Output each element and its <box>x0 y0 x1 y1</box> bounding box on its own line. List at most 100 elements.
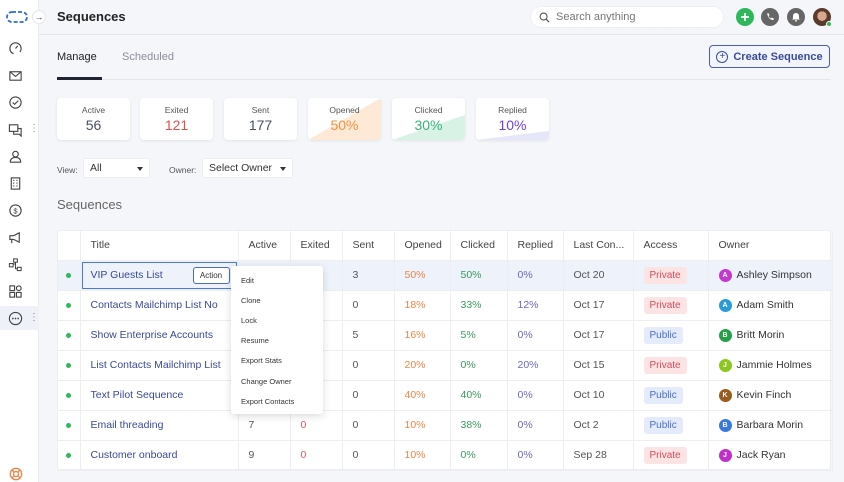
sequence-title-link[interactable]: Email threading <box>90 419 164 431</box>
stat-value: 56 <box>85 117 102 133</box>
last-contacted: Oct 17 <box>563 290 634 321</box>
sidebar-item-contacts[interactable] <box>0 144 39 168</box>
table-row[interactable]: Text Pilot Sequence 0 40% 40% 0% Oct 10 … <box>58 380 833 411</box>
access-badge: Public <box>643 386 683 404</box>
column-header-title[interactable]: Title <box>80 231 239 261</box>
sidebar-item-workflows[interactable] <box>0 252 39 276</box>
svg-text:$: $ <box>13 206 18 215</box>
menu-item-change-owner[interactable]: Change Owner <box>241 376 292 386</box>
sequence-title-link[interactable]: Customer onboard <box>90 449 178 461</box>
access-badge: Private <box>643 446 687 464</box>
sent-count: 3 <box>342 260 395 291</box>
owner-select[interactable]: Select Owner <box>202 158 293 178</box>
create-sequence-label: Create Sequence <box>733 50 823 63</box>
replied-rate: 12% <box>507 290 564 321</box>
action-menu: Edit Clone Lock Resume Export Stats Chan… <box>231 266 323 414</box>
sidebar: ⋮ $ ⋮ <box>0 0 39 482</box>
create-sequence-button[interactable]: + Create Sequence <box>709 45 830 68</box>
sidebar-collapse-button[interactable]: → <box>32 10 46 24</box>
stat-label: Opened <box>329 105 360 115</box>
exited-count: 0 <box>290 440 343 471</box>
sequence-title-link[interactable]: Contacts Mailchimp List No <box>90 299 218 311</box>
menu-item-export-stats[interactable]: Export Stats <box>241 356 282 366</box>
sidebar-item-campaigns[interactable] <box>0 225 39 249</box>
tab-manage[interactable]: Manage <box>57 51 97 63</box>
search-input[interactable] <box>556 11 716 23</box>
megaphone-icon <box>9 231 20 243</box>
column-header-active[interactable]: Active <box>238 231 291 261</box>
stat-card-clicked[interactable]: Clicked 30% <box>392 98 465 140</box>
table-row[interactable]: Contacts Mailchimp List No 0 18% 33% 12%… <box>58 290 833 321</box>
owner-name: Kevin Finch <box>736 389 792 401</box>
table-row[interactable]: List Contacts Mailchimp List 0 20% 0% 20… <box>58 350 833 381</box>
lifebuoy-icon[interactable] <box>9 467 23 481</box>
section-title: Sequences <box>57 197 123 212</box>
stat-label: Sent <box>251 105 270 115</box>
table-row[interactable]: Customer onboard 9 0 0 10% 0% 0% Sep 28 … <box>58 440 833 471</box>
exited-count: 0 <box>290 410 343 441</box>
access-badge: Public <box>643 416 683 434</box>
active-tab-indicator <box>57 77 102 80</box>
sidebar-item-companies[interactable] <box>0 171 39 195</box>
owner-avatar: J <box>718 448 732 462</box>
logo-icon[interactable] <box>6 10 28 24</box>
replied-rate: 0% <box>507 260 564 291</box>
column-header-access[interactable]: Access <box>633 231 709 261</box>
access-badge: Private <box>643 356 687 374</box>
stat-card-replied[interactable]: Replied 10% <box>476 98 549 140</box>
notifications-button[interactable] <box>787 8 805 26</box>
replied-rate: 0% <box>507 440 564 471</box>
sent-count: 0 <box>342 380 395 411</box>
menu-item-clone[interactable]: Clone <box>241 295 261 305</box>
stat-card-sent[interactable]: Sent 177 <box>224 98 297 140</box>
column-header-clicked[interactable]: Clicked <box>450 231 508 261</box>
column-header-last-contacted[interactable]: Last Con... <box>563 231 634 261</box>
caret-down-icon <box>280 167 286 171</box>
table-row[interactable]: Show Enterprise Accounts 5 16% 5% 0% Oct… <box>58 320 833 351</box>
search-bar[interactable] <box>530 6 724 28</box>
action-button[interactable]: Action <box>192 266 230 284</box>
sidebar-item-deals[interactable]: $ <box>0 198 39 222</box>
sent-count: 5 <box>342 320 395 351</box>
menu-item-resume[interactable]: Resume <box>241 336 269 346</box>
menu-item-edit[interactable]: Edit <box>241 275 254 285</box>
table-row[interactable]: VIP Guests List Action 3 50% 50% 0% Oct 2… <box>58 260 833 291</box>
stat-value: 10% <box>498 117 527 133</box>
column-header-sent[interactable]: Sent <box>342 231 395 261</box>
sidebar-item-apps[interactable] <box>0 279 39 303</box>
more-dots-icon[interactable]: ⋮ <box>29 312 39 323</box>
more-dots-icon[interactable]: ⋮ <box>29 123 39 134</box>
access-badge: Private <box>643 266 687 284</box>
sidebar-item-dashboard[interactable] <box>0 36 39 60</box>
owner-name: Ashley Simpson <box>736 269 812 281</box>
clicked-rate: 38% <box>450 410 508 441</box>
stat-value: 50% <box>330 117 359 133</box>
sequence-title-link[interactable]: VIP Guests List <box>90 269 163 281</box>
sidebar-item-more[interactable] <box>0 306 39 330</box>
add-button[interactable] <box>736 8 754 26</box>
view-select[interactable]: All <box>83 158 150 178</box>
stat-card-exited[interactable]: Exited 121 <box>140 98 213 140</box>
menu-item-lock[interactable]: Lock <box>241 315 257 325</box>
search-icon <box>539 12 550 23</box>
sequence-title-link[interactable]: List Contacts Mailchimp List <box>90 359 221 371</box>
sidebar-item-tasks[interactable] <box>0 90 39 114</box>
tab-scheduled[interactable]: Scheduled <box>122 51 174 63</box>
column-header-opened[interactable]: Opened <box>394 231 451 261</box>
sequence-title-link[interactable]: Text Pilot Sequence <box>90 389 184 401</box>
stat-card-opened[interactable]: Opened 50% <box>308 98 381 140</box>
column-header-owner[interactable]: Owner <box>708 231 833 261</box>
menu-item-export-contacts[interactable]: Export Contacts <box>241 396 295 406</box>
phone-button[interactable] <box>761 8 779 26</box>
user-avatar[interactable] <box>813 8 832 27</box>
sent-count: 0 <box>342 350 395 381</box>
opened-rate: 20% <box>394 350 451 381</box>
sidebar-item-conversations[interactable] <box>0 117 39 141</box>
stat-card-active[interactable]: Active 56 <box>57 98 130 140</box>
sequence-title-link[interactable]: Show Enterprise Accounts <box>90 329 214 341</box>
table-row[interactable]: Email threading 7 0 0 10% 38% 0% Oct 2 P… <box>58 410 833 441</box>
column-header-exited[interactable]: Exited <box>290 231 343 261</box>
column-header-replied[interactable]: Replied <box>507 231 564 261</box>
owner-name: Jammie Holmes <box>736 359 812 371</box>
sidebar-item-email[interactable] <box>0 63 39 87</box>
